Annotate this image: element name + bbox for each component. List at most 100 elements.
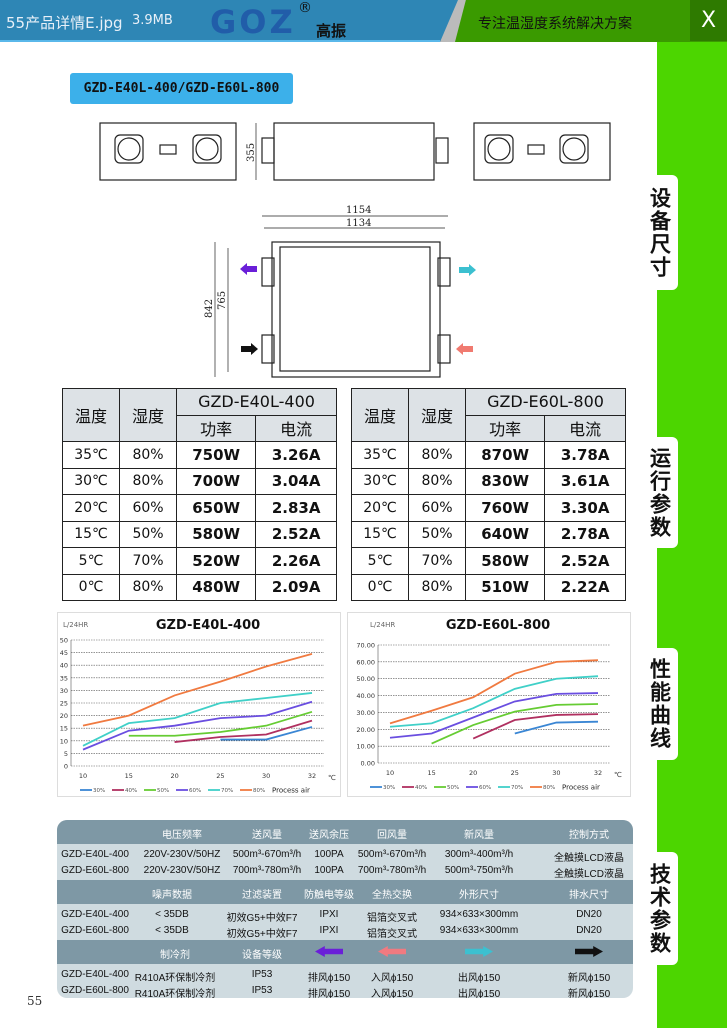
series-line-60pct	[82, 700, 313, 751]
humidity-header: 湿度	[119, 388, 177, 442]
spec-cell: < 35DB	[155, 925, 189, 936]
x-tick-label: 20	[469, 769, 477, 777]
y-tick-label: 60.00	[356, 658, 375, 666]
temp-cell: 35℃	[351, 441, 409, 469]
header-underline	[0, 40, 440, 42]
power-cell: 480W	[175, 573, 257, 601]
current-cell: 3.26A	[255, 441, 337, 469]
spec-cell: R410A环保制冷剂	[134, 989, 216, 998]
exhaust-arrow-icon	[315, 946, 343, 957]
registered-mark: ®	[298, 0, 312, 16]
spec-row: GZD-E40L-400 220V-230V/50HZ 500m³-670m³/h 1…	[57, 849, 633, 865]
spec-cell: GZD-E40L-400	[61, 909, 129, 920]
temp-header: 温度	[351, 388, 409, 442]
y-tick-label: 0	[64, 763, 68, 771]
spec-header: 设备等级	[242, 950, 282, 961]
current-cell: 2.22A	[544, 573, 626, 601]
spec-cell: 新风ϕ150	[567, 989, 611, 998]
x-tick-label: 10	[79, 772, 87, 780]
y-tick-label: 20.00	[356, 726, 375, 734]
spec-cell: DN20	[576, 909, 602, 920]
x-tick-label: 20	[170, 772, 178, 780]
humidity-cell: 70%	[408, 547, 466, 575]
x-tick-label: 25	[216, 772, 224, 780]
y-tick-label: 30.00	[356, 709, 375, 717]
close-button[interactable]: X	[690, 0, 727, 41]
power-cell: 830W	[464, 467, 546, 495]
tab-operating-params[interactable]: 运行参数	[641, 437, 678, 548]
spec-cell: 500m³-670m³/h	[357, 849, 427, 860]
spec-cell: R410A环保制冷剂	[134, 973, 216, 984]
y-tick-label: 10.00	[356, 743, 375, 751]
current-header: 电流	[544, 414, 626, 442]
spec-cell: 初效G5+中效F7	[226, 913, 298, 924]
series-line-80pct	[82, 652, 313, 727]
humidity-cell: 80%	[119, 441, 177, 469]
fresh-air-arrow-icon	[241, 343, 258, 355]
spec-cell: 700m³-780m³/h	[357, 865, 427, 876]
spec-header: 噪声数据	[152, 890, 192, 901]
spec-cell: IP53	[251, 985, 273, 996]
x-tick-label: 15	[427, 769, 435, 777]
legend-label: 40%	[125, 788, 137, 794]
page-number: 55	[27, 994, 43, 1008]
x-tick-label: 32	[594, 769, 602, 777]
spec-cell: 初效G5+中效F7	[226, 929, 298, 940]
legend-label: 40%	[415, 785, 427, 791]
temp-cell: 20℃	[351, 494, 409, 522]
current-cell: 2.52A	[544, 547, 626, 575]
legend-process-air: Process air	[562, 784, 600, 792]
temp-cell: 0℃	[351, 573, 409, 601]
power-cell: 760W	[464, 494, 546, 522]
y-tick-label: 35	[60, 674, 68, 682]
power-cell: 870W	[464, 441, 546, 469]
x-tick-label: 30	[552, 769, 560, 777]
table-row: 35℃ 80% 870W 3.78A	[351, 441, 626, 469]
legend-label: 30%	[93, 788, 105, 794]
spec-header-row: 电压频率 送风量 送风余压 回风量 新风量 控制方式	[57, 820, 633, 844]
tab-performance-curve[interactable]: 性能曲线	[641, 648, 678, 760]
temp-cell: 30℃	[351, 467, 409, 495]
current-cell: 2.52A	[255, 520, 337, 548]
spec-row: GZD-E40L-400 < 35DB 初效G5+中效F7 IPXI 铝箔交叉式 934×…	[57, 909, 633, 925]
temp-cell: 15℃	[351, 520, 409, 548]
spec-header: 外形尺寸	[459, 890, 499, 901]
current-cell: 3.61A	[544, 467, 626, 495]
spec-header: 电压频率	[162, 830, 202, 841]
current-cell: 3.30A	[544, 494, 626, 522]
y-tick-label: 5	[64, 750, 68, 758]
slogan-banner	[455, 0, 727, 42]
humidity-cell: 50%	[119, 520, 177, 548]
y-axis-label: L/24HR	[63, 621, 88, 629]
spec-cell: < 35DB	[155, 909, 189, 920]
y-tick-label: 15	[60, 725, 68, 733]
y-tick-label: 45	[60, 649, 68, 657]
width-outer-dimension: 1154	[346, 205, 371, 216]
spec-cell: 出风ϕ150	[457, 989, 501, 998]
power-cell: 700W	[175, 467, 257, 495]
exhaust-arrow-icon	[240, 263, 257, 275]
spec-cell: GZD-E60L-800	[61, 985, 129, 996]
spec-cell: 100PA	[314, 849, 344, 860]
spec-cell: 220V-230V/50HZ	[143, 865, 221, 876]
y-tick-label: 25	[60, 700, 68, 708]
spec-cell: 入风ϕ150	[370, 989, 414, 998]
temp-cell: 0℃	[62, 573, 120, 601]
table-row: 0℃ 80% 510W 2.22A	[351, 573, 626, 601]
temp-header: 温度	[62, 388, 120, 442]
table-row: 35℃ 80% 750W 3.26A	[62, 441, 337, 469]
tab-dimensions[interactable]: 设备尺寸	[641, 175, 678, 290]
table-row: 20℃ 60% 760W 3.30A	[351, 494, 626, 522]
humidity-header: 湿度	[408, 388, 466, 442]
series-line-60pct	[389, 692, 599, 739]
y-tick-label: 50	[60, 637, 68, 645]
humidity-cell: 60%	[408, 494, 466, 522]
legend-label: 70%	[221, 788, 233, 794]
x-tick-label: 30	[262, 772, 270, 780]
spec-cell: 700m³-780m³/h	[232, 865, 302, 876]
performance-chart-e60l: L/24HR GZD-E60L-800 0.00 10.00 20.00 30.00 40.…	[347, 612, 631, 797]
table-row: 5℃ 70% 580W 2.52A	[351, 547, 626, 575]
legend-label: 30%	[383, 785, 395, 791]
humidity-cell: 70%	[119, 547, 177, 575]
tab-tech-params[interactable]: 技术参数	[641, 852, 678, 965]
